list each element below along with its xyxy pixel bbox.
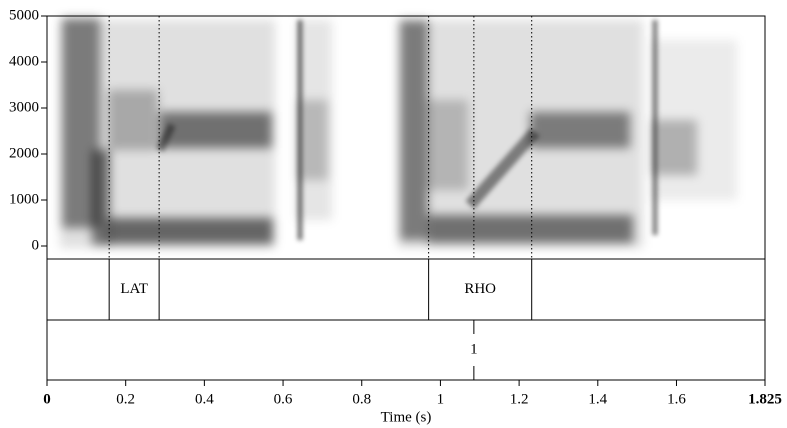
x-tick-label: 0 [43,391,51,407]
x-tick-label: 1.4 [588,391,607,407]
x-tick-label: 0.2 [116,391,135,407]
x-tick-label: 1.6 [667,391,686,407]
y-tick-label: 3000 [9,99,39,115]
tier-frame [46,319,766,381]
x-axis-label: Time (s) [381,409,432,425]
x-tick-label: 1 [437,391,445,407]
x-tick-label: 0.8 [352,391,371,407]
x-tick-label: 1.825 [748,391,782,407]
y-tick-label: 4000 [9,53,39,69]
y-tick-label: 5000 [9,7,39,23]
tier-frame [46,258,766,321]
x-tick-label: 0.4 [195,391,214,407]
x-tick-label: 0.6 [274,391,293,407]
y-tick-label: 2000 [9,145,39,161]
interval-label: RHO [464,281,496,297]
interval-label: LAT [120,281,148,297]
x-tick-label: 1.2 [510,391,529,407]
spectrogram-shading [60,18,737,248]
y-tick-label: 0 [32,237,40,253]
y-tick-label: 1000 [9,191,39,207]
point-label: 1 [470,341,478,357]
